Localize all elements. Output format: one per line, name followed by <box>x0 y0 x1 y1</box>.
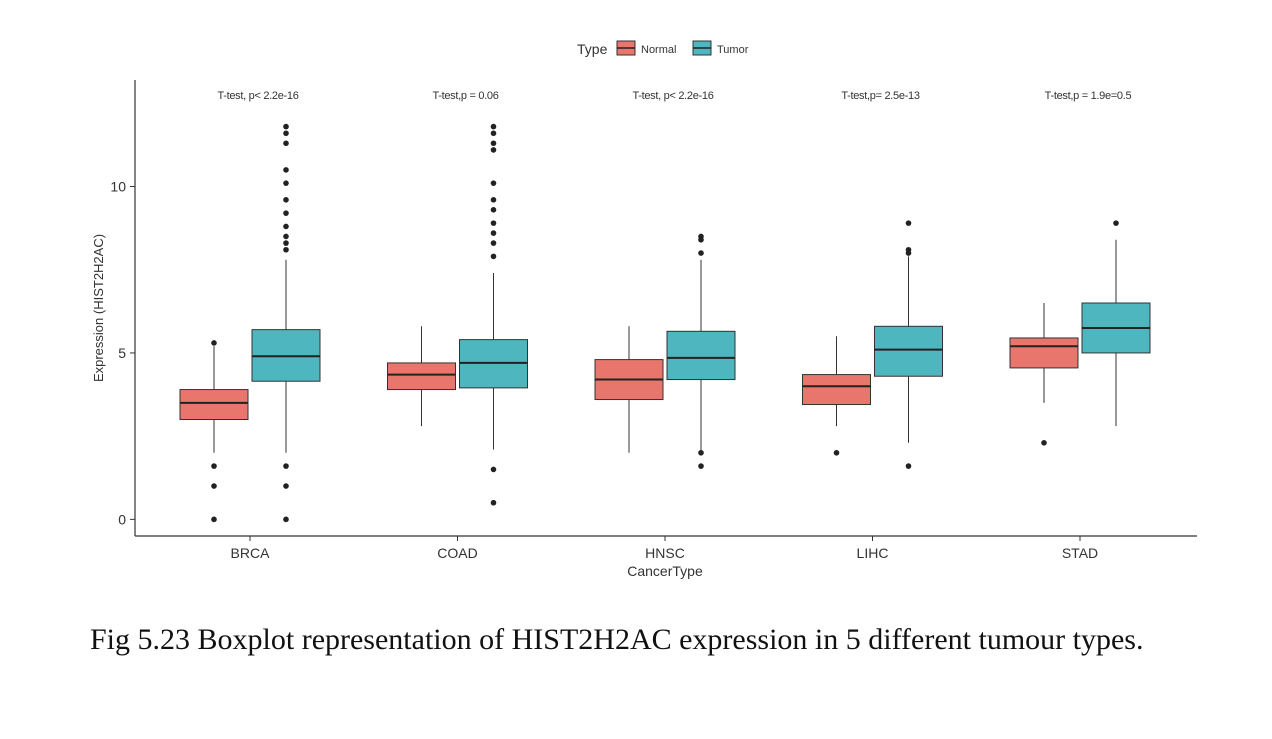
outlier-point <box>283 140 289 147</box>
axes: 0 5 10 Expression (HIST2H2AC) BRCA COAD HNSC LI… <box>91 80 1197 579</box>
p-value-annotation: T-test, p< 2.2e-16 <box>632 90 713 102</box>
x-tick-label: LIHC <box>857 545 889 561</box>
outlier-point <box>283 223 289 230</box>
outlier-point <box>490 140 497 147</box>
outlier-point <box>490 197 497 203</box>
outlier-point <box>1041 440 1047 446</box>
p-value-annotation: T-test, p< 2.2e-16 <box>217 90 298 102</box>
outlier-point <box>905 220 912 226</box>
outlier-point <box>698 236 704 243</box>
outlier-point <box>283 233 289 240</box>
outlier-point <box>283 516 289 523</box>
outlier-point <box>698 449 704 456</box>
box-normal-lihc <box>802 336 871 456</box>
p-value-annotation: T-test,p= 2.5e-13 <box>841 90 920 102</box>
legend-title: Type <box>577 41 608 57</box>
box-normal-coad <box>387 326 456 427</box>
plot-area <box>179 123 1151 523</box>
outlier-point <box>490 123 497 130</box>
outlier-point <box>211 340 217 346</box>
box-body <box>1009 337 1079 369</box>
box-tumor-coad <box>459 123 528 506</box>
outlier-point <box>283 240 289 246</box>
p-value-annotation: T-test,p = 1.9e=0.5 <box>1045 90 1132 102</box>
outlier-point <box>283 123 289 130</box>
y-tick-label: 10 <box>110 179 126 195</box>
outlier-point <box>211 516 217 523</box>
y-tick-label: 5 <box>118 345 126 361</box>
x-tick-label: STAD <box>1062 545 1098 561</box>
outlier-point <box>905 463 912 469</box>
box-normal-stad <box>1009 303 1079 446</box>
legend-entry-normal: Normal <box>616 40 676 56</box>
legend-entry-tumor: Tumor <box>692 40 749 56</box>
outlier-point <box>833 449 840 456</box>
box-body <box>179 389 249 421</box>
y-axis-label: Expression (HIST2H2AC) <box>91 234 106 382</box>
y-tick-label: 0 <box>118 511 126 527</box>
outlier-point <box>490 207 497 213</box>
outlier-point <box>490 230 497 236</box>
box-tumor-stad <box>1081 220 1151 427</box>
box-normal-brca <box>179 340 249 523</box>
x-tick-label: COAD <box>437 545 477 561</box>
outlier-point <box>283 167 289 173</box>
box-tumor-lihc <box>874 220 943 469</box>
figure-caption: Fig 5.23 Boxplot representation of HIST2… <box>90 623 1144 656</box>
outlier-point <box>698 250 704 256</box>
outlier-point <box>490 253 497 260</box>
box-tumor-hnsc <box>666 233 736 469</box>
outlier-point <box>490 499 497 506</box>
outlier-point <box>698 463 704 469</box>
legend-label: Tumor <box>717 44 749 56</box>
legend: Type Normal Tumor <box>577 40 749 57</box>
box-body <box>802 374 871 406</box>
outlier-point <box>490 130 497 137</box>
outlier-point <box>1113 220 1119 226</box>
outlier-point <box>905 250 912 256</box>
outlier-point <box>211 463 217 469</box>
outlier-point <box>283 246 289 253</box>
outlier-point <box>283 463 289 469</box>
outlier-point <box>283 483 289 489</box>
box-tumor-brca <box>251 123 321 523</box>
outlier-point <box>490 240 497 246</box>
annotations: T-test, p< 2.2e-16 T-test,p = 0.06 T-test,… <box>217 90 1131 102</box>
outlier-point <box>283 197 289 203</box>
p-value-annotation: T-test,p = 0.06 <box>432 90 498 102</box>
x-tick-label: HNSC <box>645 545 685 561</box>
outlier-point <box>283 210 289 216</box>
outlier-point <box>490 466 497 473</box>
box-body <box>666 330 736 381</box>
box-body <box>874 325 943 377</box>
legend-label: Normal <box>641 44 676 56</box>
box-normal-hnsc <box>594 326 664 453</box>
outlier-point <box>490 180 497 186</box>
boxplot-chart: Type Normal Tumor T-test, p< 2.2e-16 T-test… <box>91 40 1197 579</box>
x-tick-label: BRCA <box>231 545 271 561</box>
outlier-point <box>490 147 497 153</box>
outlier-point <box>211 483 217 489</box>
box-body <box>387 362 456 391</box>
outlier-point <box>283 130 289 137</box>
x-axis-label: CancerType <box>627 563 703 579</box>
outlier-point <box>283 180 289 186</box>
outlier-point <box>490 220 497 226</box>
